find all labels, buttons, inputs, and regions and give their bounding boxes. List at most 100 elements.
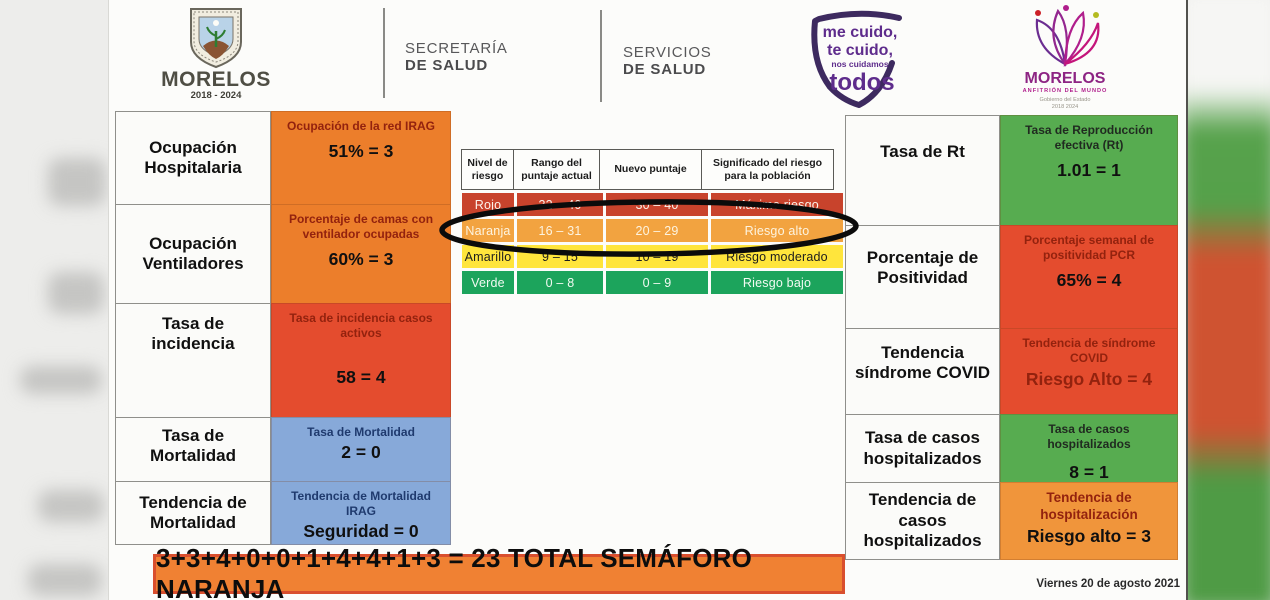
- risk-new-range: 10 – 19: [606, 245, 708, 268]
- metric-score: 2 = 0: [341, 442, 381, 462]
- table-row: Tasa de Rt Tasa de Reproducción efectiva…: [845, 115, 1178, 226]
- coat-title: MORELOS: [161, 68, 271, 91]
- risk-header-cell: Nivel de riesgo: [461, 149, 514, 190]
- risk-range: 0 – 8: [517, 271, 603, 294]
- metric-value-cell: Tasa de Reproducción efectiva (Rt) 1.01 …: [1000, 115, 1178, 226]
- metric-title: Tasa de Mortalidad: [115, 417, 271, 482]
- metric-title: Tendencia de casos hospitalizados: [845, 482, 1000, 560]
- metric-value-cell: Porcentaje semanal de positividad PCR 65…: [1000, 225, 1178, 329]
- risk-range: 16 – 31: [517, 219, 603, 242]
- metric-title: Tasa de casos hospitalizados: [845, 414, 1000, 483]
- metric-label: Tasa de casos hospitalizados: [1047, 422, 1131, 451]
- risk-meaning: Riesgo alto: [711, 219, 843, 242]
- svg-text:2018 2024: 2018 2024: [1052, 104, 1078, 110]
- blurred-left-margin: [0, 0, 112, 600]
- report-date: Viernes 20 de agosto 2021: [1036, 578, 1180, 590]
- left-indicators-table: Ocupación Hospitalaria Ocupación de la r…: [115, 111, 451, 545]
- metric-label: Tendencia de Mortalidad IRAG: [291, 489, 431, 518]
- morelos-anfitrion-flower-logo: MORELOS ANFITRIÓN DEL MUNDO Gobierno del…: [1023, 5, 1108, 110]
- metric-label: Tendencia de síndrome COVID: [1022, 336, 1156, 365]
- metric-value-cell: Tasa de casos hospitalizados 8 = 1: [1000, 414, 1178, 483]
- metric-label: Tasa de Mortalidad: [307, 425, 415, 439]
- table-row: Tasa de casos hospitalizados Tasa de cas…: [845, 414, 1178, 483]
- risk-table-header: Nivel de riesgo Rango del puntaje actual…: [461, 149, 834, 190]
- risk-header-cell: Nuevo puntaje: [599, 149, 702, 190]
- table-row: Tasa de incidencia Tasa de incidencia ca…: [115, 303, 451, 418]
- risk-range: 32 – 40: [517, 193, 603, 216]
- secretaria-de-salud-wordmark: SECRETARÍA DE SALUD: [405, 40, 508, 74]
- metric-score: 8 = 1: [1069, 462, 1109, 482]
- servicios-line1: SERVICIOS: [623, 44, 712, 61]
- svg-text:te cuido,: te cuido,: [827, 42, 893, 59]
- svg-text:MORELOS: MORELOS: [1025, 70, 1106, 87]
- metric-value-cell: Tendencia de síndrome COVID Riesgo Alto …: [1000, 328, 1178, 415]
- header-divider: [600, 10, 602, 102]
- risk-header-cell: Rango del puntaje actual: [513, 149, 600, 190]
- metric-title: Porcentaje de Positividad: [845, 225, 1000, 329]
- risk-new-range: 0 – 9: [606, 271, 708, 294]
- risk-range: 9 – 15: [517, 245, 603, 268]
- secretaria-line2: DE SALUD: [405, 57, 489, 74]
- metric-label: Tasa de Reproducción efectiva (Rt): [1025, 123, 1153, 152]
- secretaria-line1: SECRETARÍA: [405, 40, 508, 57]
- metric-score: Seguridad = 0: [303, 521, 419, 541]
- metric-score: 51% = 3: [328, 141, 394, 161]
- table-row: Ocupación Ventiladores Porcentaje de cam…: [115, 204, 451, 304]
- risk-level: Rojo: [462, 193, 514, 216]
- right-indicators-table: Tasa de Rt Tasa de Reproducción efectiva…: [845, 115, 1178, 560]
- servicios-de-salud-wordmark: SERVICIOS DE SALUD: [623, 44, 712, 78]
- metric-label: Porcentaje de camas con ventilador ocupa…: [288, 212, 434, 241]
- metric-label: Ocupación de la red IRAG: [286, 119, 436, 133]
- total-semaforo-banner: 3+3+4+0+0+1+4+4+1+3 = 23 TOTAL SEMÁFORO …: [153, 543, 845, 600]
- risk-level: Verde: [462, 271, 514, 294]
- metric-title: Ocupación Ventiladores: [115, 204, 271, 304]
- risk-meaning: Riesgo moderado: [711, 245, 843, 268]
- risk-new-range: 20 – 29: [606, 219, 708, 242]
- blurred-right-margin: [1188, 0, 1270, 600]
- metric-title: Tendencia de Mortalidad: [115, 481, 271, 545]
- metric-label: Porcentaje semanal de positividad PCR: [1023, 233, 1155, 262]
- risk-header-cell: Significado del riesgo para la población: [701, 149, 834, 190]
- svg-text:me cuido,: me cuido,: [823, 24, 898, 41]
- metric-score: 60% = 3: [328, 249, 394, 269]
- risk-table-body: Rojo 32 – 40 30 – 40 Máximo riesgo Naran…: [462, 193, 843, 294]
- table-row: Porcentaje de Positividad Porcentaje sem…: [845, 225, 1178, 329]
- metric-title: Tasa de incidencia: [115, 303, 271, 418]
- metric-score: Riesgo Alto = 4: [1025, 369, 1153, 389]
- metric-score: Riesgo alto = 3: [1027, 525, 1151, 546]
- risk-meaning: Máximo riesgo: [711, 193, 843, 216]
- coat-subtitle: 2018 - 2024: [190, 90, 242, 101]
- metric-score: 58 = 4: [336, 367, 386, 387]
- servicios-line2: DE SALUD: [623, 61, 707, 78]
- metric-value-cell: Tendencia de Mortalidad IRAG Seguridad =…: [271, 481, 451, 545]
- svg-text:ANFITRIÓN DEL MUNDO: ANFITRIÓN DEL MUNDO: [1023, 86, 1108, 94]
- metric-score: 65% = 4: [1056, 270, 1122, 290]
- me-cuido-shield-badge-icon: me cuido, te cuido, nos cuidamos todos: [811, 10, 902, 108]
- metric-label: Tasa de incidencia casos activos: [289, 311, 433, 340]
- morelos-coat-of-arms-icon: [190, 8, 242, 69]
- metric-value-cell: Tendencia de hospitalización Riesgo alto…: [1000, 482, 1178, 560]
- metric-score: 1.01 = 1: [1057, 160, 1121, 180]
- metric-value-cell: Tasa de incidencia casos activos 58 = 4: [271, 303, 451, 418]
- svg-text:nos cuidamos: nos cuidamos: [831, 59, 888, 69]
- metric-title: Tendencia síndrome COVID: [845, 328, 1000, 415]
- risk-level: Amarillo: [462, 245, 514, 268]
- svg-text:Gobierno del Estado: Gobierno del Estado: [1040, 97, 1091, 103]
- metric-value-cell: Ocupación de la red IRAG 51% = 3: [271, 111, 451, 205]
- table-row: Tasa de Mortalidad Tasa de Mortalidad 2 …: [115, 417, 451, 482]
- metric-value-cell: Tasa de Mortalidad 2 = 0: [271, 417, 451, 482]
- metric-title: Tasa de Rt: [845, 115, 1000, 226]
- metric-label: Tendencia de hospitalización: [1040, 490, 1138, 522]
- svg-text:todos: todos: [829, 69, 894, 96]
- risk-level: Naranja: [462, 219, 514, 242]
- metric-value-cell: Porcentaje de camas con ventilador ocupa…: [271, 204, 451, 304]
- risk-meaning: Riesgo bajo: [711, 271, 843, 294]
- table-row: Tendencia de Mortalidad Tendencia de Mor…: [115, 481, 451, 545]
- metric-title: Ocupación Hospitalaria: [115, 111, 271, 205]
- table-row: Tendencia de casos hospitalizados Tenden…: [845, 482, 1178, 560]
- table-row: Tendencia síndrome COVID Tendencia de sí…: [845, 328, 1178, 415]
- header-divider: [383, 8, 385, 98]
- table-row: Ocupación Hospitalaria Ocupación de la r…: [115, 111, 451, 205]
- risk-new-range: 30 – 40: [606, 193, 708, 216]
